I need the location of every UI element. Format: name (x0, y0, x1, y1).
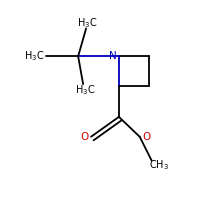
Text: N: N (109, 51, 117, 61)
Text: $\mathrm{CH_3}$: $\mathrm{CH_3}$ (149, 159, 169, 172)
Text: O: O (142, 132, 150, 142)
Text: $\mathrm{H_3C}$: $\mathrm{H_3C}$ (75, 83, 95, 97)
Text: $\mathrm{H_3C}$: $\mathrm{H_3C}$ (77, 17, 97, 30)
Text: O: O (80, 132, 88, 142)
Text: $\mathrm{H_3C}$: $\mathrm{H_3C}$ (24, 49, 44, 63)
